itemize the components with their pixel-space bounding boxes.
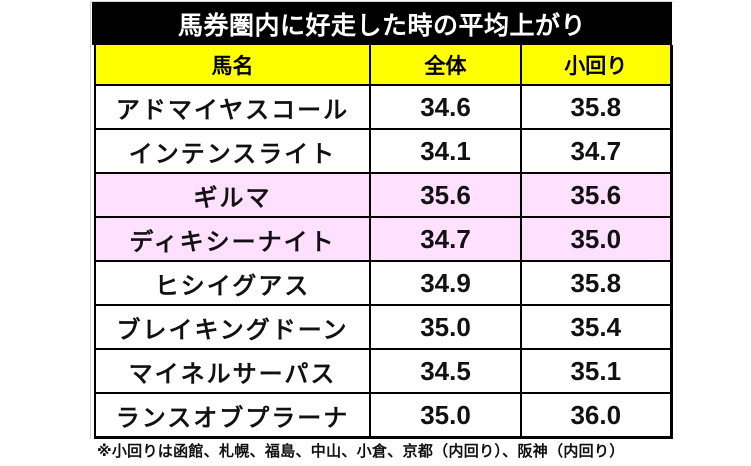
overall-value: 34.1: [370, 129, 522, 174]
horse-name: ランスオブプラーナ: [95, 393, 371, 438]
overall-value: 34.7: [370, 217, 522, 262]
horse-name: ギルマ: [95, 173, 371, 218]
stats-table: 馬名 全体 小回り アドマイヤスコール 34.6 35.8 インテンスライト 3…: [94, 45, 673, 439]
table-row: ブレイキングドーン 35.0 35.4: [95, 305, 671, 350]
small-track-value: 35.8: [521, 85, 671, 130]
table-row-highlighted: ギルマ 35.6 35.6: [95, 173, 671, 218]
overall-value: 34.5: [370, 349, 522, 394]
footnote: ※小回りは函館、札幌、福島、中山、小倉、京都（内回り）、阪神（内回り）: [97, 442, 625, 460]
table-row: ランスオブプラーナ 35.0 36.0: [95, 393, 671, 438]
header-overall: 全体: [370, 45, 522, 86]
overall-value: 34.6: [370, 85, 522, 130]
table-row: アドマイヤスコール 34.6 35.8: [95, 85, 671, 130]
table-row-highlighted: ディキシーナイト 34.7 35.0: [95, 217, 671, 262]
overall-value: 35.0: [370, 305, 522, 350]
small-track-value: 35.0: [521, 217, 671, 262]
header-small-track: 小回り: [521, 45, 671, 86]
small-track-value: 35.1: [521, 349, 671, 394]
small-track-value: 35.6: [521, 173, 671, 218]
horse-name: ディキシーナイト: [95, 217, 371, 262]
horse-name: インテンスライト: [95, 129, 371, 174]
small-track-value: 35.8: [521, 261, 671, 306]
table-title: 馬券圏内に好走した時の平均上がり: [92, 2, 672, 45]
header-horse-name: 馬名: [95, 45, 371, 86]
table-row: マイネルサーパス 34.5 35.1: [95, 349, 671, 394]
header-row: 馬名 全体 小回り: [95, 45, 671, 86]
horse-name: アドマイヤスコール: [95, 85, 371, 130]
table-row: ヒシイグアス 34.9 35.8: [95, 261, 671, 306]
stats-table-container: 馬券圏内に好走した時の平均上がり 馬名 全体 小回り アドマイヤスコール 34.…: [92, 2, 673, 439]
horse-name: ヒシイグアス: [95, 261, 371, 306]
horse-name: ブレイキングドーン: [95, 305, 371, 350]
small-track-value: 36.0: [521, 393, 671, 438]
overall-value: 35.6: [370, 173, 522, 218]
table-row: インテンスライト 34.1 34.7: [95, 129, 671, 174]
overall-value: 35.0: [370, 393, 522, 438]
horse-name: マイネルサーパス: [95, 349, 371, 394]
table-frame: [90, 1, 673, 439]
small-track-value: 34.7: [521, 129, 671, 174]
small-track-value: 35.4: [521, 305, 671, 350]
overall-value: 34.9: [370, 261, 522, 306]
